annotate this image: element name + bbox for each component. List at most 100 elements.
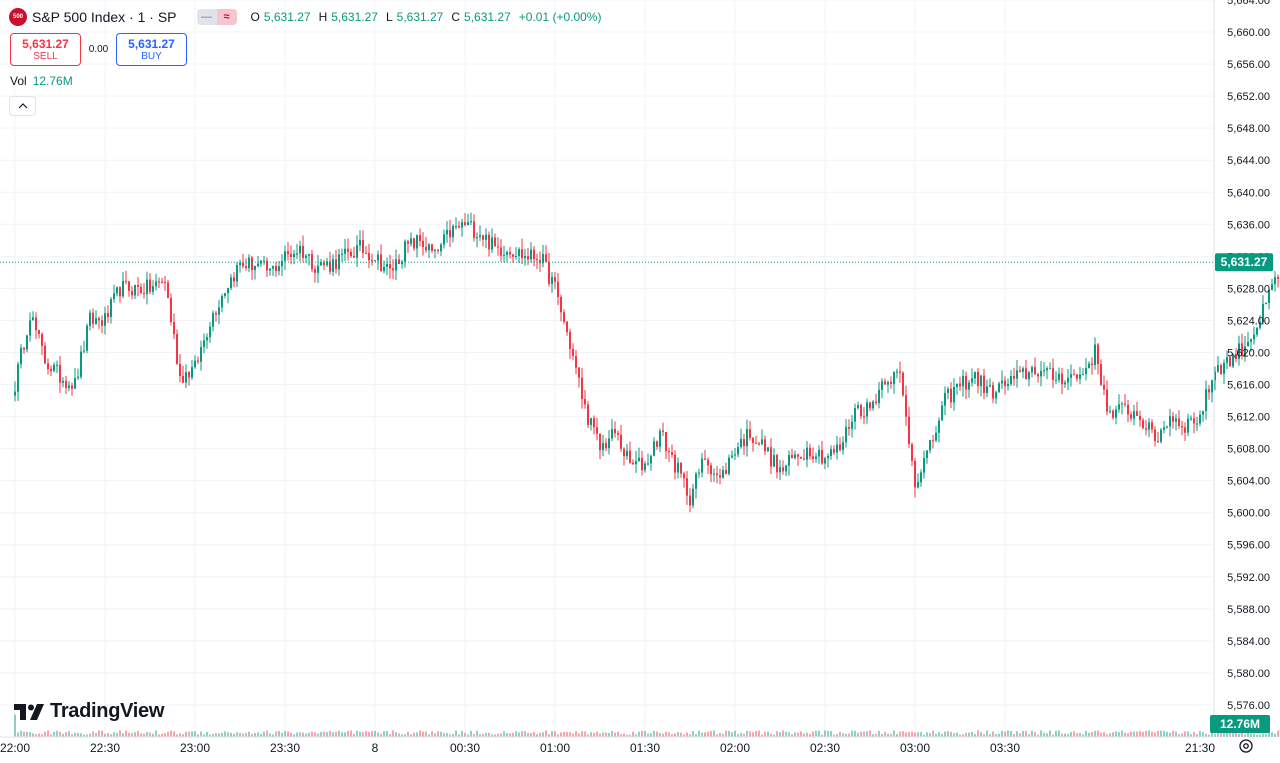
candle-body <box>248 257 250 269</box>
volume-bar <box>293 734 295 737</box>
volume-bar <box>1076 733 1078 737</box>
volume-bar <box>611 730 613 737</box>
volume-bar <box>686 732 688 737</box>
candle-body <box>392 268 394 271</box>
volume-bar <box>1142 731 1144 737</box>
candle-body <box>473 221 475 238</box>
candle-body <box>467 222 469 226</box>
candle-body <box>704 458 706 460</box>
volume-bar <box>386 731 388 737</box>
candle-body <box>908 416 910 445</box>
volume-bar <box>749 731 751 737</box>
candle-body <box>1052 368 1054 380</box>
volume-bar <box>458 734 460 737</box>
collapse-legend-button[interactable] <box>9 96 36 116</box>
candle-body <box>788 454 790 466</box>
volume-bar <box>974 734 976 737</box>
candle-body <box>224 293 226 296</box>
volume-bar <box>1259 734 1261 737</box>
volume-bar <box>1139 731 1141 737</box>
symbol-title[interactable]: S&P 500 Index · 1 · SP <box>32 9 177 25</box>
candle-body <box>1133 411 1135 419</box>
volume-bar <box>518 732 520 737</box>
candle-body <box>635 461 637 465</box>
volume-bar <box>323 731 325 737</box>
candle-body <box>242 262 244 267</box>
volume-bar <box>857 732 859 737</box>
volume-bar <box>1244 734 1246 737</box>
approx-icon[interactable]: ≈ <box>216 9 237 25</box>
candle-body <box>1001 380 1003 384</box>
buy-button[interactable]: 5,631.27 BUY <box>116 33 187 66</box>
volume-bar <box>341 732 343 737</box>
tradingview-mark-icon <box>14 703 44 720</box>
volume-bar <box>995 733 997 737</box>
volume-bar <box>218 733 220 737</box>
candle-body <box>695 473 697 489</box>
candle-body <box>86 325 88 351</box>
volume-bar <box>812 731 814 737</box>
volume-bar <box>197 734 199 737</box>
sp500-logo-icon[interactable]: 500 <box>9 8 27 26</box>
volume-bar <box>809 733 811 737</box>
x-tick-label: 8 <box>372 741 379 755</box>
candle-body <box>1268 290 1270 303</box>
candle-body <box>200 347 202 362</box>
candle-body <box>317 265 319 273</box>
candle-body <box>74 378 76 389</box>
candle-body <box>362 239 364 253</box>
volume-bar <box>941 734 943 737</box>
volume-bar <box>1271 732 1273 737</box>
volume-legend[interactable]: Vol 12.76M <box>10 74 73 88</box>
candle-body <box>446 230 448 235</box>
volume-bar <box>650 733 652 737</box>
candle-body <box>611 428 613 439</box>
volume-bar <box>950 731 952 737</box>
volume-bar <box>530 732 532 737</box>
candle-body <box>68 385 70 388</box>
volume-bar <box>1202 731 1204 737</box>
candle-body <box>641 457 643 471</box>
candle-body <box>1244 346 1246 356</box>
volume-bar <box>557 734 559 737</box>
candle-body <box>743 439 745 447</box>
candle-body <box>122 280 124 297</box>
candle-body <box>938 420 940 433</box>
volume-bar <box>167 731 169 737</box>
volume-bar <box>107 732 109 737</box>
volume-bar <box>1055 730 1057 737</box>
volume-bar <box>674 733 676 737</box>
volume-bar <box>548 734 550 737</box>
minus-icon[interactable]: — <box>196 9 217 25</box>
volume-bar <box>593 732 595 737</box>
candle-body <box>1154 429 1156 442</box>
candle-body <box>653 441 655 456</box>
volume-bar <box>908 731 910 737</box>
candle-body <box>575 356 577 368</box>
candle-body <box>905 395 907 417</box>
candle-body <box>980 375 982 387</box>
candle-body <box>662 430 664 433</box>
y-axis[interactable]: 5,576.00 5,580.00 5,584.00 5,588.00 5,592.00… <box>1227 0 1270 712</box>
volume-bar <box>848 733 850 737</box>
volume-bar <box>1070 732 1072 737</box>
candle-body <box>719 475 721 478</box>
candle-body <box>1124 403 1126 405</box>
x-tick-end-label: 21:30 <box>1185 741 1215 755</box>
x-axis[interactable]: 21:30 22:00 22:30 23:00 23:30 8 00:30 01:00 01:3… <box>0 741 1215 755</box>
volume-bar <box>398 733 400 737</box>
volume-bar <box>779 732 781 737</box>
volume-bar <box>278 730 280 737</box>
candle-body <box>947 388 949 393</box>
volume-bar <box>143 733 145 737</box>
candle-body <box>638 457 640 462</box>
candle-body <box>284 251 286 261</box>
market-status[interactable]: — ≈ <box>196 9 237 25</box>
tradingview-logo[interactable]: TradingView <box>14 700 164 723</box>
settings-gear-icon[interactable] <box>1238 738 1254 754</box>
sell-button[interactable]: 5,631.27 SELL <box>10 33 81 66</box>
candle-body <box>80 351 82 377</box>
volume-bar <box>113 732 115 737</box>
candle-body <box>581 377 583 400</box>
